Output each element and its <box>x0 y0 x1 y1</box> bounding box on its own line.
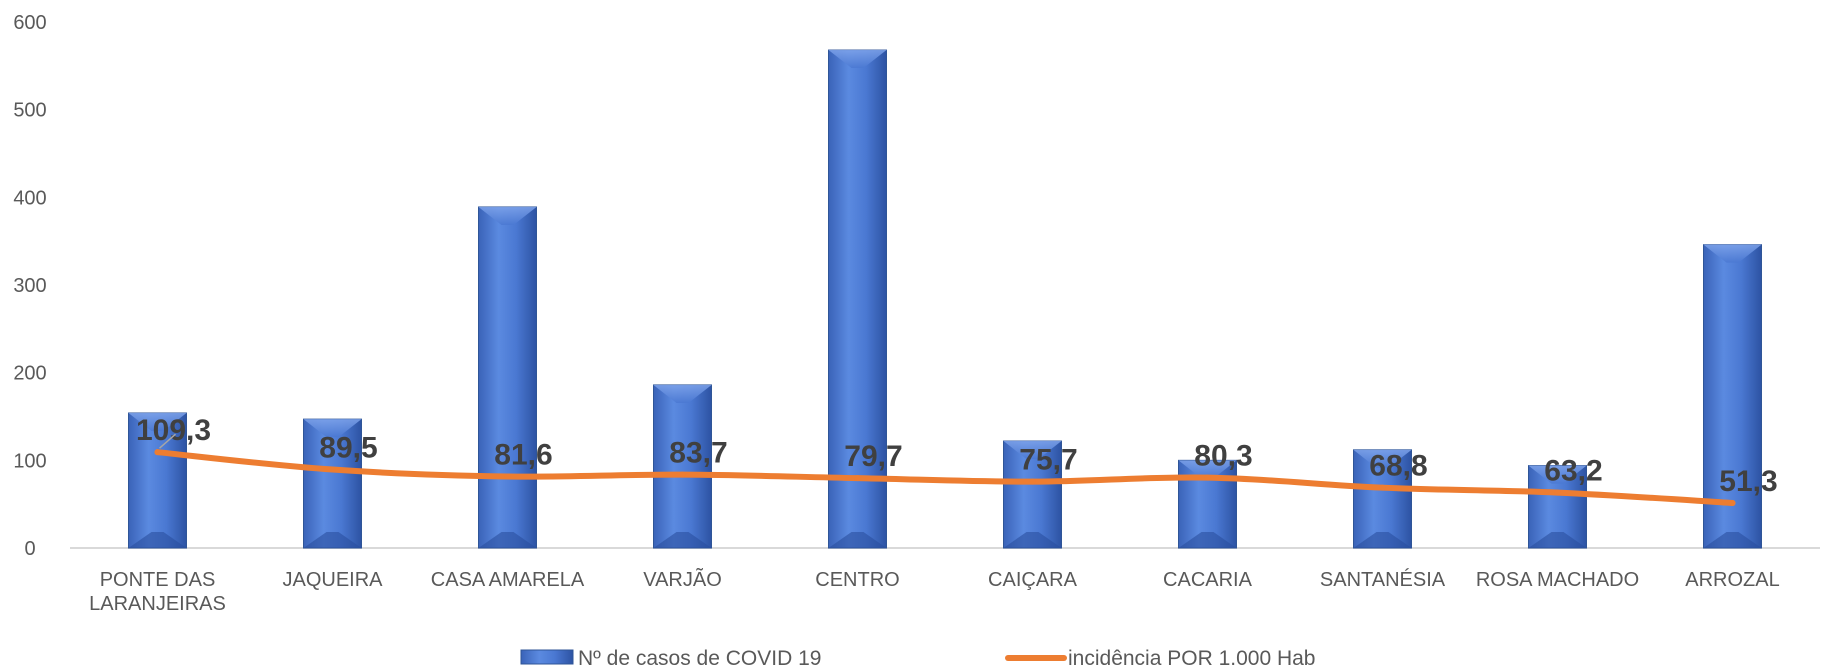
bar-bevel <box>1703 532 1762 548</box>
bar-bevel <box>478 532 537 548</box>
line-data-label: 80,3 <box>1194 440 1252 473</box>
bar-body <box>128 412 187 549</box>
legend-item-incidence: incidência POR 1.000 Hab <box>1005 647 1315 668</box>
x-axis: PONTE DAS LARANJEIRAS JAQUEIRA CASA AMARELA… <box>89 567 1780 615</box>
bar-bevel <box>478 206 537 225</box>
bar-bevel <box>1528 465 1587 484</box>
line-point <box>154 449 161 456</box>
line-point <box>854 475 861 482</box>
line-data-label: 79,7 <box>844 440 902 473</box>
bar <box>1703 244 1762 549</box>
bar-bevel <box>303 419 362 438</box>
bar-bevel <box>303 532 362 548</box>
y-tick-label: 500 <box>13 100 46 122</box>
line-data-label: 75,7 <box>1019 444 1077 477</box>
line-point <box>1554 489 1561 496</box>
line-data-label: 51,3 <box>1719 465 1777 498</box>
bar-bevel <box>653 532 712 548</box>
bar-body <box>1703 244 1762 549</box>
line-data-label: 63,2 <box>1544 455 1602 488</box>
bar <box>1003 440 1062 549</box>
bar <box>128 412 187 549</box>
bar-bevel <box>1528 532 1587 548</box>
line-data-label: 109,3 <box>136 414 211 447</box>
bar-body <box>478 206 537 549</box>
legend: Nº de casos de COVID 19 incidência POR 1.… <box>520 647 1315 668</box>
bar-bevel <box>1003 441 1062 460</box>
bar-series <box>128 49 1762 549</box>
bar <box>653 384 712 549</box>
bar-body <box>653 384 712 549</box>
bar-bevel <box>653 384 712 403</box>
y-tick-label: 600 <box>13 12 46 34</box>
legend-swatch-bar <box>520 649 574 665</box>
bar-bevel <box>1703 244 1762 263</box>
y-tick-label: 100 <box>13 450 46 472</box>
bar-bevel <box>128 412 187 431</box>
bar <box>1353 449 1412 549</box>
y-tick-label: 200 <box>13 363 46 385</box>
bar-body <box>828 49 887 549</box>
category-label: CENTRO <box>815 569 899 591</box>
bar-bevel <box>1353 532 1412 548</box>
category-label: ARROZAL <box>1685 569 1779 591</box>
bar-bevel <box>828 532 887 548</box>
bar-bevel <box>1178 532 1237 548</box>
bar <box>1178 459 1237 549</box>
bar-bevel <box>1178 460 1237 479</box>
category-label: PONTE DAS LARANJEIRAS <box>89 569 226 615</box>
incidence-line <box>154 449 1736 507</box>
line-data-label: 68,8 <box>1369 450 1427 483</box>
bar <box>478 206 537 549</box>
category-label: VARJÃO <box>643 567 722 591</box>
line-point <box>1029 478 1036 485</box>
line-point <box>1379 484 1386 491</box>
data-labels: 109,3 89,5 81,6 83,7 79,7 75,7 80,3 68,8 63,2 51,… <box>136 414 1778 498</box>
bar-bevel <box>1003 532 1062 548</box>
bar <box>303 418 362 549</box>
bar <box>1528 465 1587 549</box>
line-point <box>1204 474 1211 481</box>
bar <box>828 49 887 549</box>
line-point <box>1729 500 1736 507</box>
bar-bevel <box>828 50 887 69</box>
line-data-label: 89,5 <box>319 432 377 465</box>
bar-bevel <box>128 532 187 548</box>
bar-bevel <box>1353 449 1412 468</box>
category-label: CAIÇARA <box>988 569 1078 591</box>
y-tick-label: 300 <box>13 275 46 297</box>
line-point <box>679 471 686 478</box>
y-tick-label: 0 <box>24 538 35 560</box>
line-data-label: 81,6 <box>494 438 552 471</box>
category-label: SANTANÉSIA <box>1320 568 1446 591</box>
line-point <box>504 473 511 480</box>
label-leader-line <box>159 433 176 449</box>
line-series <box>154 449 1736 507</box>
legend-label: incidência POR 1.000 Hab <box>1068 647 1315 668</box>
line-data-label: 83,7 <box>669 437 727 470</box>
category-label: ROSA MACHADO <box>1476 569 1639 591</box>
category-label: CASA AMARELA <box>431 569 585 591</box>
line-point <box>329 466 336 473</box>
legend-label: Nº de casos de COVID 19 <box>578 647 821 668</box>
legend-item-cases: Nº de casos de COVID 19 <box>520 647 821 668</box>
category-label: JAQUEIRA <box>282 569 383 591</box>
category-label: CACARIA <box>1163 569 1253 591</box>
y-tick-label: 400 <box>13 187 46 209</box>
